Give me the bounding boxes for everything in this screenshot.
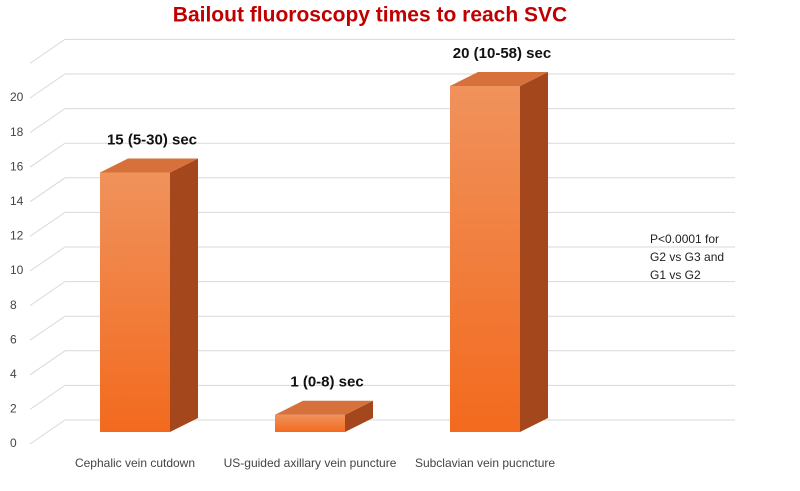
x-tick-label: Cephalic vein cutdown — [74, 456, 196, 470]
y-tick-label: 12 — [10, 229, 24, 243]
bar-side — [520, 72, 548, 432]
y-tick-label: 4 — [10, 367, 17, 381]
bar-side — [170, 158, 198, 432]
y-tick-label: 2 — [10, 402, 17, 416]
y-tick-label: 0 — [10, 436, 17, 450]
y-tick-label: 14 — [10, 194, 24, 208]
grid-line — [29, 38, 735, 64]
annotation: P<0.0001 for — [650, 232, 719, 246]
bar-front — [450, 86, 520, 432]
bar-top — [275, 400, 373, 415]
bar-front — [275, 414, 345, 432]
annotation: G1 vs G2 — [650, 268, 701, 282]
grid-line — [29, 108, 735, 134]
data-label: 20 (10-58) sec — [453, 45, 551, 62]
bar-top — [450, 72, 548, 86]
y-tick-label: 18 — [10, 125, 24, 139]
data-label: 15 (5-30) sec — [107, 131, 197, 148]
bar-side — [345, 400, 373, 432]
bar-front — [100, 172, 170, 432]
y-tick-label: 20 — [10, 90, 24, 104]
x-tick-label: US-guided axillary vein puncture — [223, 456, 397, 470]
annotation: G2 vs G3 and — [650, 250, 724, 264]
y-tick-label: 6 — [10, 332, 17, 346]
grid-line — [29, 73, 735, 99]
data-label: 1 (0-8) sec — [290, 374, 363, 391]
y-tick-label: 10 — [10, 263, 24, 277]
y-tick-label: 8 — [10, 298, 17, 312]
y-tick-label: 16 — [10, 159, 24, 173]
chart-title: Bailout fluoroscopy times to reach SVC — [173, 4, 567, 27]
x-tick-label: Subclavian vein pucncture — [414, 456, 556, 470]
bar-top — [100, 158, 198, 173]
